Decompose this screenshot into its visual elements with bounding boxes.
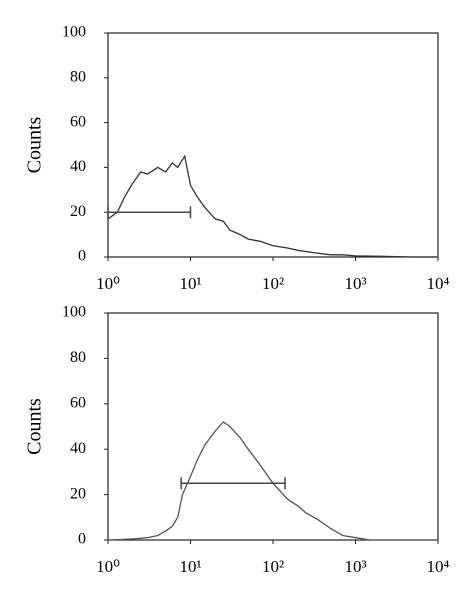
- x-tick-label: 10³: [344, 557, 366, 576]
- x-tick-label: 10¹: [179, 557, 201, 576]
- x-tick-label: 10⁰: [96, 274, 120, 293]
- y-tick-label: 60: [70, 113, 86, 130]
- x-tick-label: 10⁴: [427, 557, 450, 576]
- x-tick-label: 10⁴: [427, 274, 450, 293]
- y-axis-label: Counts: [24, 398, 46, 455]
- histogram-line: [107, 154, 438, 258]
- y-tick-label: 0: [78, 531, 86, 548]
- y-tick-label: 100: [62, 304, 86, 321]
- gate-marker: [180, 477, 286, 490]
- histogram-line: [107, 421, 438, 541]
- y-axis-label: Counts: [24, 116, 46, 173]
- y-tick-label: 80: [70, 349, 86, 366]
- y-tick-label: 100: [62, 24, 86, 41]
- y-tick-label: 20: [70, 203, 86, 220]
- x-tick-label: 10¹: [179, 274, 201, 293]
- gate-marker: [107, 206, 192, 219]
- y-tick-label: 0: [78, 248, 86, 265]
- y-tick-label: 40: [70, 158, 86, 175]
- y-tick-label: 20: [70, 485, 86, 502]
- x-tick-label: 10²: [262, 274, 284, 293]
- y-tick-label: 40: [70, 440, 86, 457]
- x-tick-label: 10²: [262, 557, 284, 576]
- y-tick-label: 80: [70, 68, 86, 85]
- plot-frame: [107, 312, 439, 541]
- plot-frame: [107, 32, 439, 258]
- x-tick-label: 10⁰: [96, 557, 120, 576]
- x-tick-label: 10³: [344, 274, 366, 293]
- y-tick-label: 60: [70, 394, 86, 411]
